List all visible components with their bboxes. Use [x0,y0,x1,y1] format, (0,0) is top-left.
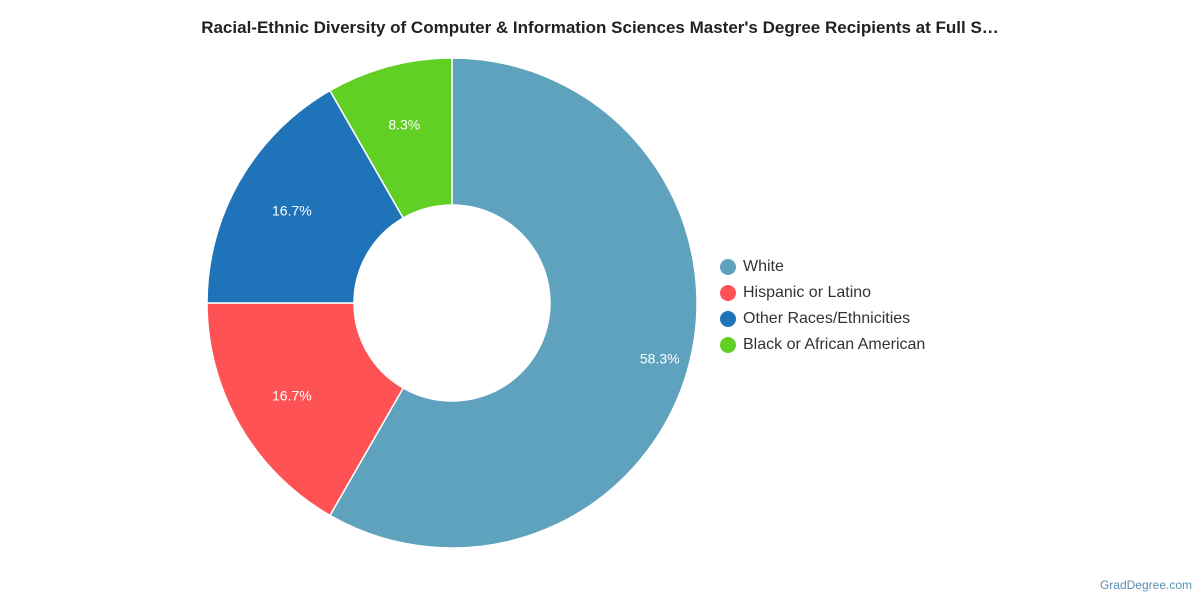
slice-label-hispanic-or-latino: 16.7% [272,388,312,404]
legend-label: Black or African American [743,336,926,353]
legend-swatch-icon [720,337,736,353]
source-credit[interactable]: GradDegree.com [1099,578,1192,592]
slice-label-other-races-ethnicities: 16.7% [272,202,312,218]
legend-item-hispanic-or-latino[interactable]: Hispanic or Latino [720,280,925,306]
legend-swatch-icon [720,285,736,301]
legend-label: White [743,258,784,275]
slice-other-races-ethnicities[interactable] [206,89,405,304]
legend-label: Other Races/Ethnicities [743,310,911,327]
chart-title: Racial-Ethnic Diversity of Computer & In… [201,18,999,37]
legend-swatch-icon [720,311,736,327]
legend-item-white[interactable]: White [720,254,925,280]
slice-white[interactable] [328,57,698,549]
slice-hispanic-or-latino[interactable] [206,302,405,517]
legend-item-black-or-african-american[interactable]: Black or African American [720,332,925,358]
slice-label-white: 58.3% [640,350,680,366]
legend-item-other-races-ethnicities[interactable]: Other Races/Ethnicities [720,306,925,332]
legend-swatch-icon [720,259,736,275]
slice-label-black-or-african-american: 8.3% [388,116,420,132]
chart-legend: White Hispanic or Latino Other Races/Ethni… [720,254,925,358]
slice-black-or-african-american[interactable] [328,57,453,220]
legend-label: Hispanic or Latino [743,284,872,301]
